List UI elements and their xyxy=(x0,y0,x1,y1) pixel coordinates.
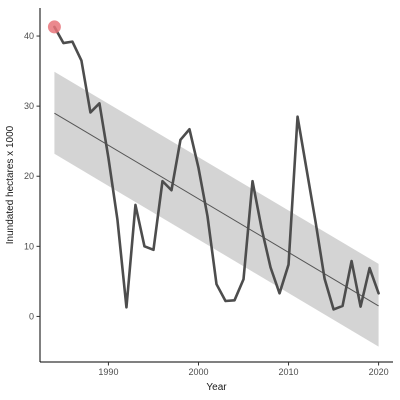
y-tick-label: 10 xyxy=(24,241,34,251)
y-axis-title: Inundated hectares x 1000 xyxy=(5,125,16,244)
x-tick-label: 2010 xyxy=(279,367,299,377)
x-tick-label: 2000 xyxy=(188,367,208,377)
y-ticks: 0 10 20 30 40 xyxy=(24,31,40,321)
axes xyxy=(39,8,393,363)
x-tick-label: 2020 xyxy=(369,367,389,377)
y-tick-label: 0 xyxy=(29,311,34,321)
x-ticks: 1990 2000 2010 2020 xyxy=(98,362,389,377)
series-line-layer xyxy=(53,25,380,311)
highlight-point-layer xyxy=(47,20,61,34)
highlight-point xyxy=(47,20,61,34)
y-tick-label: 40 xyxy=(24,31,34,41)
y-tick-label: 20 xyxy=(24,171,34,181)
y-tick-label: 30 xyxy=(24,101,34,111)
x-tick-label: 1990 xyxy=(98,367,118,377)
series-line xyxy=(53,25,380,311)
x-axis-title: Year xyxy=(206,382,227,393)
